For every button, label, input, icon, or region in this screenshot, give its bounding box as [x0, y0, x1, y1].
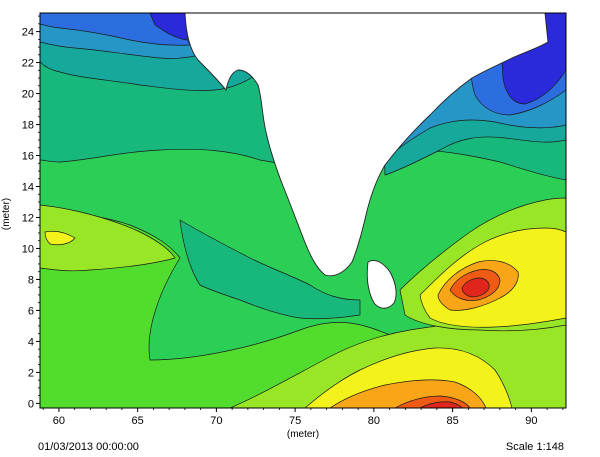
y-tick-label: 18	[22, 120, 34, 132]
y-tick-label: 14	[22, 181, 34, 193]
land-india	[184, 13, 549, 277]
y-tick-label: 24	[22, 27, 34, 39]
band-yellow-green-west	[40, 204, 176, 272]
y-tick-label: 0	[28, 398, 34, 410]
x-tick-label: 60	[53, 415, 65, 427]
scale-label: Scale 1:148	[505, 441, 564, 453]
x-tick-label: 75	[289, 415, 301, 427]
band-red-east	[461, 277, 490, 298]
y-axis-label: (meter)	[1, 198, 12, 230]
y-tick-label: 8	[28, 274, 34, 286]
y-tick-label: 20	[22, 89, 34, 101]
plot-border	[39, 12, 567, 409]
x-axis-label: (meter)	[287, 429, 319, 440]
x-tick-label: 85	[446, 415, 458, 427]
y-tick-label: 6	[28, 305, 34, 317]
band-yellow-west	[44, 230, 76, 246]
x-tick-label: 65	[132, 415, 144, 427]
x-axis-ticks: 60 65 70 75 80 85 90	[42, 408, 564, 427]
y-tick-label: 4	[28, 336, 34, 348]
band-red-south	[419, 401, 463, 408]
y-tick-label: 16	[22, 151, 34, 163]
land-sri-lanka	[366, 260, 397, 309]
y-tick-label: 2	[28, 367, 34, 379]
timestamp-label: 01/03/2013 00:00:00	[38, 441, 139, 453]
y-tick-label: 12	[22, 212, 34, 224]
x-tick-label: 80	[368, 415, 380, 427]
y-tick-label: 10	[22, 243, 34, 255]
plot-frame	[39, 12, 567, 409]
x-tick-label: 70	[210, 415, 222, 427]
y-tick-label: 22	[22, 58, 34, 70]
x-tick-label: 90	[525, 415, 537, 427]
wave-height-field	[40, 13, 566, 408]
band-teal-green-mid	[179, 219, 361, 320]
